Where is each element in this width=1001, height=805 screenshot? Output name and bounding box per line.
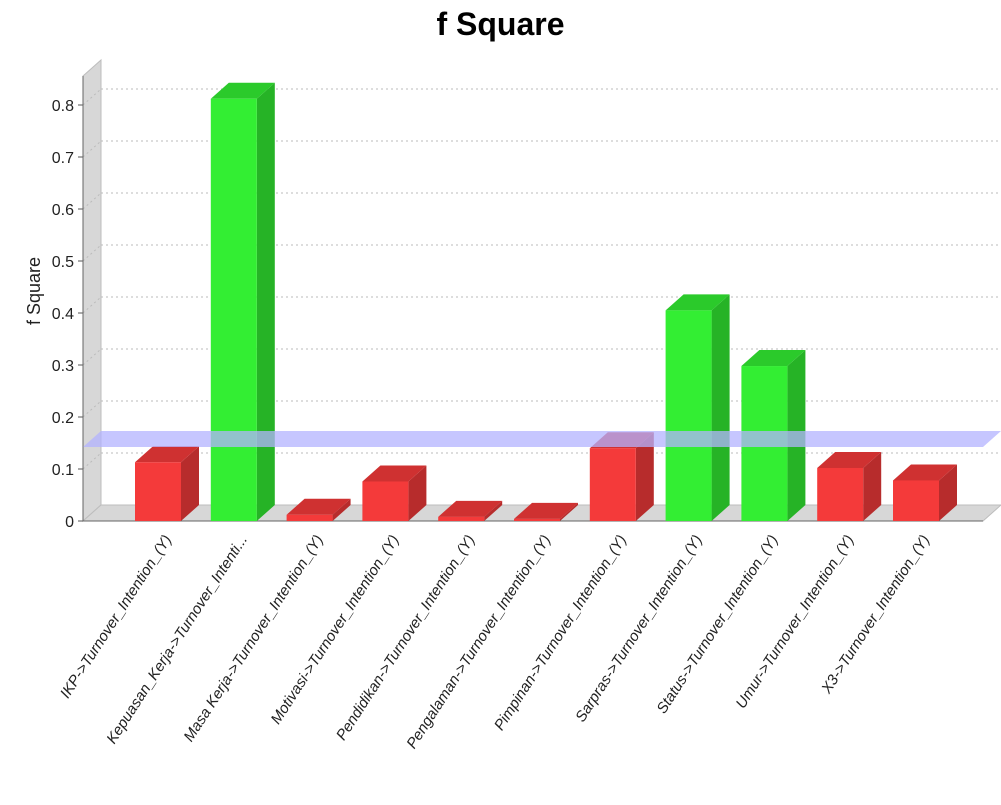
bar [362, 465, 427, 521]
bar-top [817, 451, 882, 468]
gridline-side [82, 296, 102, 314]
bar-side [332, 498, 351, 521]
bar-side [863, 451, 882, 521]
bar-top [514, 502, 578, 519]
bar-top [135, 446, 199, 463]
bar-side [408, 465, 427, 521]
bar-top [741, 350, 806, 367]
y-axis-label: f Square [24, 257, 44, 325]
bar-side [256, 82, 275, 521]
bar [286, 498, 351, 521]
category-label: Kepuasan_Kerja->Turnover_Intenti... [103, 532, 251, 747]
y-tick-label: 0 [65, 514, 74, 531]
bar-front [362, 481, 409, 521]
bar-side [560, 502, 578, 521]
y-tick-label: 0.4 [52, 306, 74, 323]
category-label: Pendidikan->Turnover_Intention_(Y) [333, 532, 479, 743]
gridline-side [82, 88, 102, 106]
chart-title: f Square [436, 6, 565, 42]
bar-side [711, 294, 730, 521]
bar-front [135, 462, 181, 521]
bar-side [484, 500, 503, 521]
category-label: Pimpinan->Turnover_Intention_(Y) [491, 532, 630, 734]
bar [438, 500, 503, 521]
bar [210, 82, 275, 521]
y-tick-label: 0.1 [52, 462, 74, 479]
bar-side [635, 432, 654, 521]
bar-front [817, 467, 864, 521]
gridline-side [82, 140, 102, 158]
gridline-side [82, 452, 102, 470]
bar [135, 446, 199, 521]
bar-front [589, 448, 636, 521]
y-tick-label: 0.2 [52, 410, 74, 427]
bar-top [438, 500, 503, 517]
y-tick-label: 0.3 [52, 358, 74, 375]
y-tick-label: 0.7 [52, 150, 74, 167]
y-tick-label: 0.5 [52, 254, 74, 271]
bar-front [438, 516, 485, 521]
bar-front [514, 518, 560, 521]
bar-top [286, 498, 351, 515]
bar-side [181, 446, 199, 521]
bar [817, 451, 882, 521]
bar [665, 294, 730, 521]
bar-top [665, 294, 730, 311]
left-wall [82, 58, 102, 523]
gridline-side [82, 348, 102, 366]
threshold-band [83, 431, 1001, 447]
bar-top [210, 82, 275, 99]
category-label: Sarpras->Turnover_Intention_(Y) [572, 532, 706, 725]
y-tick-label: 0.6 [52, 202, 74, 219]
bar-front [210, 98, 257, 521]
gridline-side [82, 192, 102, 210]
y-tick-label: 0.8 [52, 98, 74, 115]
gridline-side [82, 244, 102, 262]
bar-side [939, 464, 957, 521]
bar-top [893, 464, 957, 481]
bar-front [893, 480, 939, 521]
bar-top [362, 465, 427, 482]
bar-front [286, 514, 333, 521]
gridline-side [82, 400, 102, 418]
category-label: Masa Kerja->Turnover_Intention_(Y) [180, 532, 326, 745]
bar-front [665, 310, 712, 521]
category-label: Pengalaman->Turnover_Intention_(Y) [403, 532, 554, 752]
bar [893, 464, 957, 521]
category-label: Motivasi->Turnover_Intention_(Y) [268, 532, 403, 727]
bar [514, 502, 578, 521]
